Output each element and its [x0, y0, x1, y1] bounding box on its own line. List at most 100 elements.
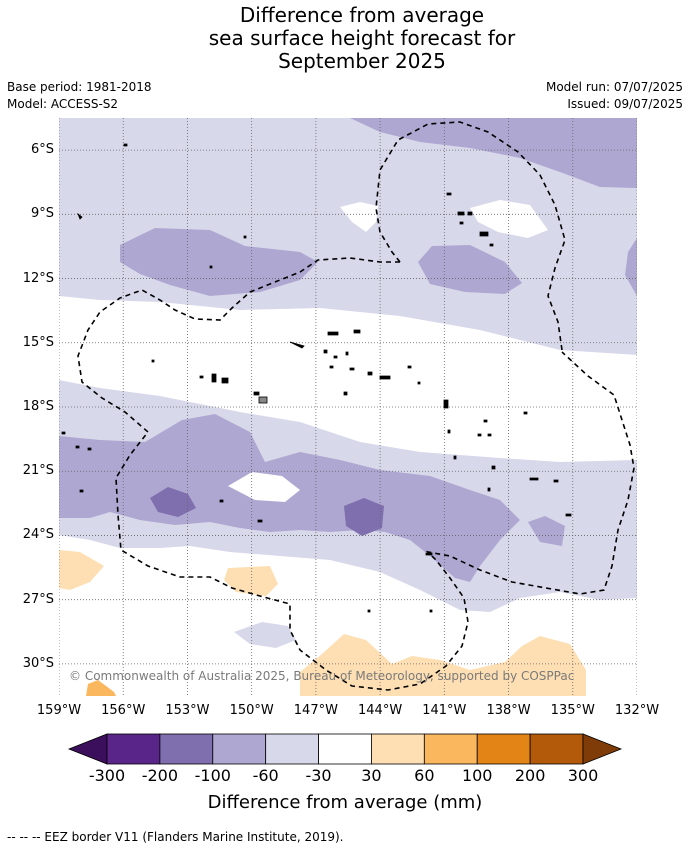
island	[453, 455, 457, 460]
colorbar-segment	[265, 733, 319, 765]
colorbar-label: Difference from average (mm)	[207, 792, 483, 813]
longitude-label: 159°W	[36, 703, 82, 718]
island	[211, 373, 217, 383]
anomaly-region-minus60-east	[625, 238, 637, 296]
island	[253, 391, 260, 396]
anomaly-region-plus30-c	[224, 566, 278, 596]
longitude-label: 132°W	[614, 703, 660, 718]
colorbar-tick-label: 100	[461, 766, 493, 785]
longitude-label: 156°W	[101, 703, 146, 718]
anomaly-region-minus100-a	[150, 487, 196, 517]
island	[367, 609, 371, 613]
island	[489, 243, 494, 247]
colorbar-tick-label: -60	[252, 766, 279, 785]
island	[87, 447, 92, 451]
anomaly-region-minus60-nw	[120, 228, 318, 296]
latitude-label: 15°S	[22, 334, 54, 350]
colorbar-tick-label: -100	[194, 766, 231, 785]
map-plot-area	[59, 118, 637, 696]
island	[349, 367, 355, 371]
island	[477, 433, 482, 437]
anomaly-gap-south	[228, 472, 300, 502]
island	[487, 433, 492, 437]
map-title: Difference from average sea surface heig…	[0, 4, 690, 73]
island	[345, 351, 349, 356]
model-name: Model: ACCESS-S2	[7, 97, 119, 111]
title-line-1: Difference from average	[239, 3, 485, 27]
latitude-label: 18°S	[22, 399, 54, 414]
latitude-label: 24°S	[22, 527, 54, 543]
island	[565, 513, 572, 517]
island	[443, 399, 449, 409]
colorbar-tick-label: 200	[514, 766, 546, 785]
latitude-label: 6°S	[30, 142, 54, 158]
title-line-2: sea surface height forecast for	[208, 26, 516, 50]
longitude-label: 150°W	[229, 703, 274, 718]
eez-legend-note: -- -- -- EEZ border V11 (Flanders Marine…	[7, 830, 344, 844]
model-run: Model run: 07/07/2025	[545, 80, 683, 94]
anomaly-region-plus30-w	[59, 550, 104, 590]
latitude-label: 30°S	[22, 655, 54, 671]
island	[523, 411, 528, 415]
colorbar-tick-label: -300	[88, 766, 126, 785]
island	[333, 355, 338, 359]
latitude-label: 27°S	[22, 591, 54, 607]
copyright-notice: © Commonwealth of Australia 2025, Bureau…	[69, 669, 575, 683]
colorbar-extend-low	[67, 733, 108, 765]
anomaly-region-minus60-center	[418, 245, 522, 294]
island	[479, 231, 489, 237]
colorbar-segment	[371, 733, 425, 765]
latitude-label: 9°S	[30, 206, 54, 222]
longitude-label: 147°W	[293, 703, 338, 718]
issued-date: Issued: 09/07/2025	[567, 97, 683, 111]
colorbar-extend-high	[582, 733, 623, 765]
colorbar-segment	[476, 733, 531, 765]
colorbar-segment	[106, 733, 161, 765]
island	[487, 487, 491, 492]
island	[327, 331, 339, 336]
island	[257, 519, 263, 523]
island	[343, 391, 348, 396]
island	[258, 396, 268, 404]
island	[367, 371, 373, 376]
longitude-label: 138°W	[486, 703, 531, 718]
island	[467, 211, 473, 216]
base-period: Base period: 1981-2018	[7, 80, 152, 94]
island	[529, 477, 539, 481]
island	[491, 465, 496, 470]
meta-left: Base period: 1981-2018 Model: ACCESS-S2	[7, 79, 152, 113]
anomaly-region-plus30-s	[300, 634, 586, 696]
island	[219, 499, 224, 503]
island	[61, 431, 66, 435]
colorbar-tick-label: -200	[141, 766, 179, 785]
anomaly-region-plus60-sw	[86, 680, 116, 696]
island	[243, 235, 247, 239]
anomaly-region-minus60-se	[528, 516, 565, 546]
colorbar-segment	[423, 733, 478, 765]
colorbar-tick-label: 60	[414, 766, 435, 785]
colorbar-segment	[318, 733, 372, 765]
latitude-label: 21°S	[22, 463, 54, 479]
latitude-label: 12°S	[22, 270, 54, 286]
island	[123, 143, 128, 147]
island	[221, 377, 229, 384]
anomaly-region-minus30-north	[59, 118, 637, 355]
anomaly-gap-north-2	[470, 200, 548, 238]
island	[459, 221, 464, 225]
island	[457, 211, 465, 216]
islands	[61, 143, 572, 613]
colorbar-tick-label: 30	[361, 766, 382, 785]
island	[75, 445, 80, 449]
meta-right: Model run: 07/07/2025 Issued: 09/07/2025	[546, 79, 683, 113]
title-line-3: September 2025	[278, 49, 446, 73]
island	[425, 552, 433, 556]
island	[199, 375, 204, 379]
colorbar-tick-label: -30	[305, 766, 332, 785]
island	[329, 365, 334, 369]
island	[151, 359, 155, 363]
island	[407, 365, 412, 369]
island	[77, 212, 83, 220]
island	[379, 375, 391, 380]
colorbar-segment	[529, 733, 584, 765]
